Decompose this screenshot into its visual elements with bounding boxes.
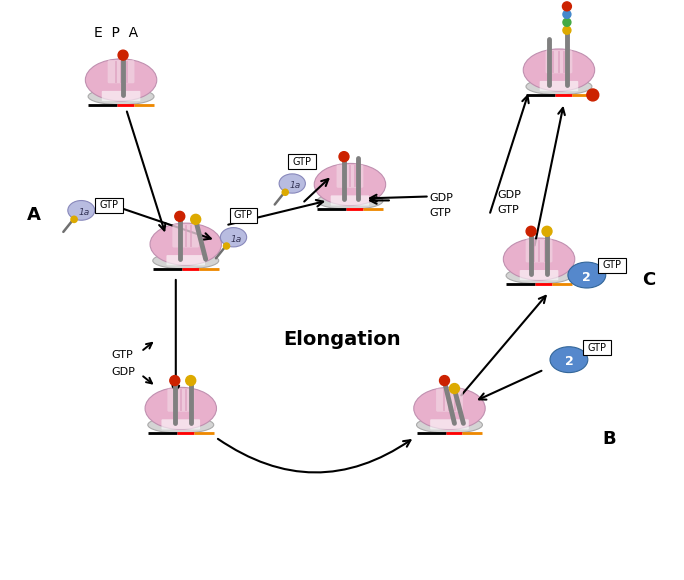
FancyBboxPatch shape bbox=[288, 154, 316, 169]
Text: GTP: GTP bbox=[588, 343, 606, 353]
FancyBboxPatch shape bbox=[230, 208, 257, 223]
Circle shape bbox=[282, 189, 288, 195]
Ellipse shape bbox=[414, 387, 485, 429]
Ellipse shape bbox=[88, 88, 154, 105]
Circle shape bbox=[563, 19, 571, 26]
FancyBboxPatch shape bbox=[107, 60, 135, 84]
Text: Elongation: Elongation bbox=[283, 330, 401, 349]
Ellipse shape bbox=[503, 238, 575, 280]
Circle shape bbox=[339, 151, 349, 162]
Text: 2: 2 bbox=[564, 355, 573, 368]
Circle shape bbox=[449, 383, 460, 393]
FancyBboxPatch shape bbox=[520, 270, 558, 280]
Text: GTP: GTP bbox=[111, 350, 133, 360]
Circle shape bbox=[526, 226, 536, 236]
Ellipse shape bbox=[145, 387, 216, 429]
Text: 1a: 1a bbox=[79, 208, 90, 217]
Text: A: A bbox=[27, 206, 40, 224]
Text: GTP: GTP bbox=[497, 205, 519, 215]
FancyBboxPatch shape bbox=[330, 195, 369, 205]
Circle shape bbox=[562, 2, 571, 11]
FancyBboxPatch shape bbox=[583, 340, 611, 355]
Circle shape bbox=[170, 376, 180, 386]
Text: GTP: GTP bbox=[430, 208, 451, 218]
Ellipse shape bbox=[417, 416, 482, 433]
Ellipse shape bbox=[550, 347, 588, 372]
Circle shape bbox=[587, 89, 598, 101]
Text: GTP: GTP bbox=[602, 260, 621, 270]
FancyBboxPatch shape bbox=[598, 258, 626, 273]
Ellipse shape bbox=[317, 193, 383, 209]
Text: 1a: 1a bbox=[289, 181, 301, 190]
Ellipse shape bbox=[153, 252, 219, 269]
Text: GDP: GDP bbox=[111, 367, 135, 376]
Circle shape bbox=[186, 376, 196, 386]
Ellipse shape bbox=[523, 49, 594, 91]
Text: 2: 2 bbox=[583, 270, 591, 284]
Ellipse shape bbox=[314, 164, 386, 205]
FancyBboxPatch shape bbox=[436, 389, 463, 412]
Text: 1a: 1a bbox=[231, 235, 242, 244]
Text: B: B bbox=[602, 430, 616, 448]
Text: GTP: GTP bbox=[293, 157, 312, 166]
Ellipse shape bbox=[526, 78, 592, 95]
FancyBboxPatch shape bbox=[337, 165, 363, 188]
Text: C: C bbox=[642, 271, 655, 289]
Circle shape bbox=[563, 26, 571, 34]
FancyBboxPatch shape bbox=[546, 50, 573, 73]
Text: GTP: GTP bbox=[234, 211, 253, 220]
Circle shape bbox=[224, 243, 230, 249]
Ellipse shape bbox=[86, 59, 157, 101]
Ellipse shape bbox=[68, 201, 94, 220]
Text: GDP: GDP bbox=[430, 194, 453, 204]
Circle shape bbox=[440, 376, 449, 386]
FancyBboxPatch shape bbox=[161, 419, 200, 430]
Circle shape bbox=[191, 215, 200, 224]
Ellipse shape bbox=[150, 223, 222, 265]
Text: E  P  A: E P A bbox=[94, 26, 138, 40]
FancyBboxPatch shape bbox=[102, 91, 140, 101]
Circle shape bbox=[71, 216, 77, 223]
FancyBboxPatch shape bbox=[172, 224, 199, 248]
FancyBboxPatch shape bbox=[95, 198, 123, 213]
FancyBboxPatch shape bbox=[526, 240, 553, 262]
Text: GDP: GDP bbox=[497, 190, 521, 201]
Ellipse shape bbox=[279, 174, 305, 193]
Ellipse shape bbox=[220, 227, 247, 247]
Circle shape bbox=[563, 10, 571, 19]
Ellipse shape bbox=[568, 262, 606, 288]
Circle shape bbox=[542, 226, 552, 236]
Ellipse shape bbox=[148, 416, 213, 433]
Circle shape bbox=[175, 211, 185, 222]
FancyBboxPatch shape bbox=[430, 419, 469, 430]
FancyBboxPatch shape bbox=[166, 255, 205, 265]
FancyBboxPatch shape bbox=[540, 81, 578, 91]
Circle shape bbox=[118, 50, 128, 60]
Ellipse shape bbox=[506, 267, 572, 284]
FancyBboxPatch shape bbox=[168, 389, 194, 412]
Text: GTP: GTP bbox=[100, 201, 118, 211]
